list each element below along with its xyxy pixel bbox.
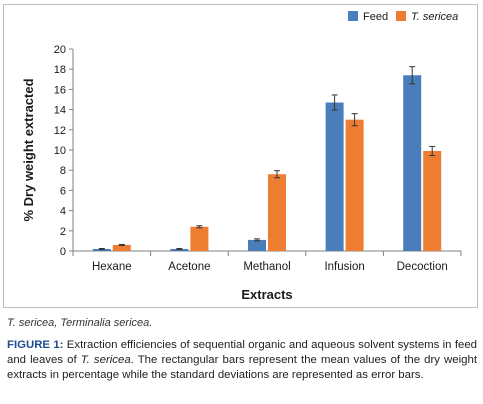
- bar-chart: 0 2 4 6 8 10 12 14 16 18 20 Hexane Acetone Methanol In…: [21, 11, 462, 302]
- legend-label-t-sericea: T. sericea: [411, 11, 458, 23]
- caption-label: FIGURE 1:: [7, 339, 64, 351]
- bar-feed: [170, 248, 189, 251]
- figure-caption: FIGURE 1: Extraction efficiencies of seq…: [7, 338, 477, 383]
- y-tick-label: 12: [54, 125, 66, 137]
- x-tick-label: Decoction: [397, 261, 448, 273]
- legend-swatch-feed: [348, 11, 358, 21]
- bar-t-sericea: [345, 119, 364, 251]
- y-tick-label: 14: [54, 105, 66, 117]
- bar-t-sericea: [190, 226, 209, 251]
- y-tick-label: 4: [60, 206, 66, 218]
- x-tick-label: Hexane: [92, 261, 132, 273]
- caption-species: T. sericea: [80, 354, 131, 366]
- caption-text-1: Extraction efficiencies of sequential or…: [7, 339, 477, 366]
- y-tick-label: 18: [54, 64, 66, 76]
- legend-label-feed: Feed: [363, 11, 388, 23]
- bar-feed: [325, 102, 344, 251]
- y-tick-label: 8: [60, 165, 66, 177]
- x-tick-label: Infusion: [324, 261, 364, 273]
- y-tick-label: 0: [60, 246, 66, 258]
- x-axis-title: Extracts: [241, 287, 292, 302]
- bar-t-sericea: [423, 151, 442, 251]
- footnote: T. sericea, Terminalia sericea.: [7, 317, 153, 329]
- x-tick-label: Acetone: [168, 261, 210, 273]
- legend-swatch-t-sericea: [396, 11, 406, 21]
- bar-feed: [403, 75, 422, 251]
- y-tick-label: 2: [60, 226, 66, 238]
- bar-t-sericea: [268, 174, 286, 251]
- bar-feed: [248, 239, 266, 251]
- caption-text-2: . The rectangular bars represent the mea…: [7, 354, 477, 381]
- chart-frame: 0 2 4 6 8 10 12 14 16 18 20 Hexane Acetone Methanol In…: [3, 4, 478, 308]
- y-tick-label: 10: [54, 145, 66, 157]
- y-tick-label: 16: [54, 84, 66, 96]
- y-tick-label: 6: [60, 185, 66, 197]
- y-tick-label: 20: [54, 44, 66, 56]
- y-axis-title: % Dry weight extracted: [21, 78, 36, 221]
- x-tick-label: Methanol: [243, 261, 290, 273]
- bar-t-sericea: [112, 244, 131, 251]
- bar-feed: [92, 248, 111, 251]
